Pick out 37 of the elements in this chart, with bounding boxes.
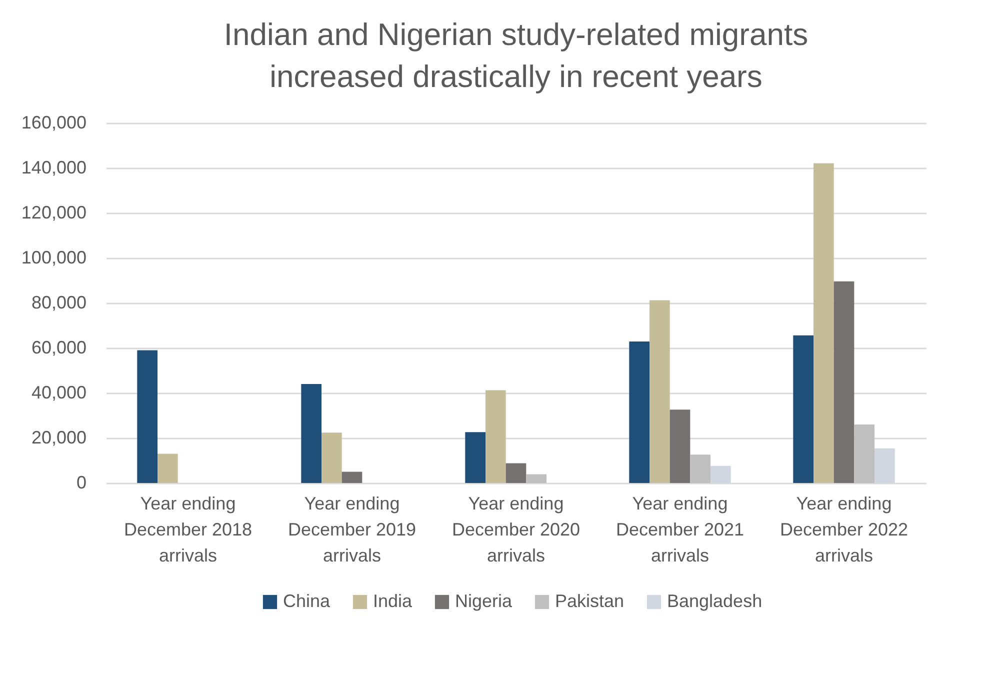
bar <box>834 281 854 483</box>
legend-label: India <box>373 591 414 611</box>
y-tick-label: 140,000 <box>21 158 86 178</box>
bar <box>854 424 875 483</box>
bar <box>321 432 342 483</box>
y-tick-label: 40,000 <box>31 382 86 402</box>
legend-label: China <box>283 591 332 611</box>
bar <box>649 300 670 483</box>
bar <box>137 350 158 483</box>
y-tick-label: 80,000 <box>31 292 86 312</box>
legend-label: Bangladesh <box>667 591 762 611</box>
legend-label: Nigeria <box>455 591 514 611</box>
bar <box>813 163 834 483</box>
x-tick-label: Year ending December 2018 arrivals <box>124 494 252 566</box>
y-tick-label: 0 <box>76 472 86 492</box>
bar <box>301 384 322 483</box>
bar <box>793 335 814 483</box>
x-tick-label: Year ending December 2019 arrivals <box>288 494 416 566</box>
bar <box>629 341 650 483</box>
bar <box>670 410 690 483</box>
y-tick-label: 160,000 <box>21 112 86 132</box>
bar <box>157 454 178 483</box>
y-tick-label: 100,000 <box>21 248 86 268</box>
bar <box>342 472 362 483</box>
x-tick-label: Year ending December 2020 arrivals <box>452 494 580 566</box>
bar <box>485 390 506 483</box>
x-tick-label: Year ending December 2021 arrivals <box>616 494 744 566</box>
bar <box>465 432 486 483</box>
legend-label: Pakistan <box>555 591 624 611</box>
bar <box>690 454 711 483</box>
y-tick-label: 20,000 <box>31 428 86 448</box>
y-tick-label: 120,000 <box>21 202 86 222</box>
y-tick-label: 60,000 <box>31 338 86 358</box>
bar <box>506 463 526 483</box>
x-tick-label: Year ending December 2022 arrivals <box>780 494 908 566</box>
chart-title: Indian and Nigerian study-related migrants increased drastically in recent years <box>224 17 808 94</box>
bar <box>526 474 547 483</box>
